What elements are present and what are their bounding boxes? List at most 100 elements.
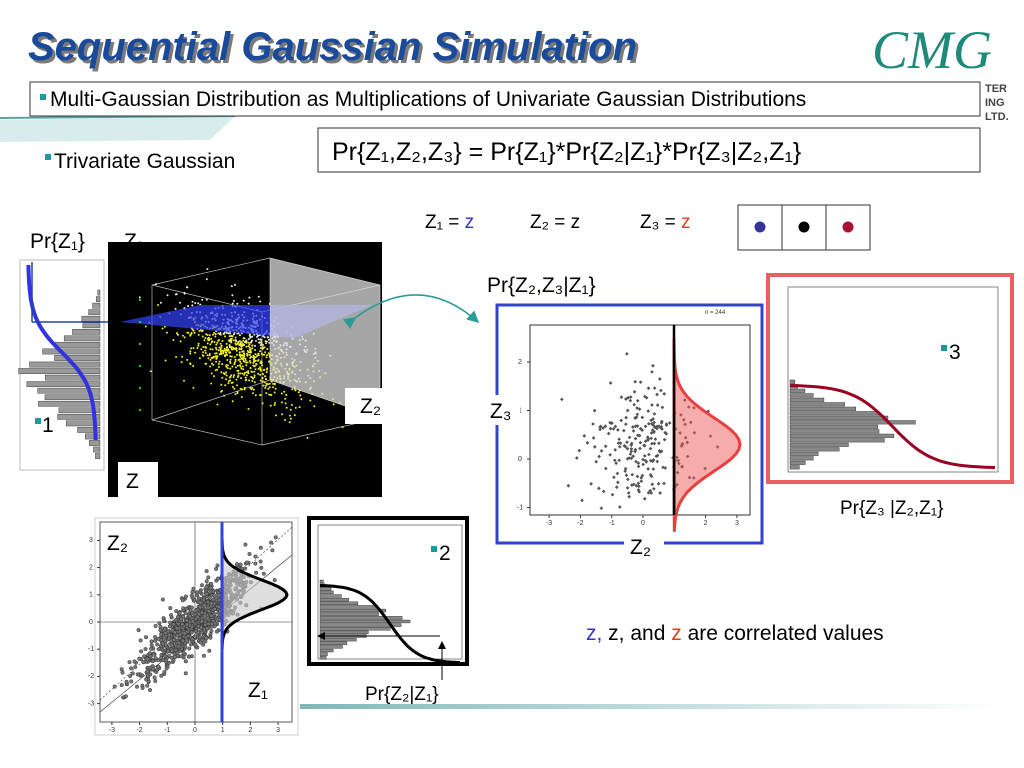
scatter-point xyxy=(163,654,168,659)
cube-point xyxy=(250,355,253,358)
scatter-point xyxy=(650,428,655,432)
cube-point xyxy=(201,354,204,357)
cube-point xyxy=(332,403,335,406)
cube-point xyxy=(239,355,242,358)
cube-point xyxy=(306,436,309,439)
cube-point xyxy=(257,338,260,341)
scatter-point xyxy=(638,446,642,451)
hist-bar xyxy=(789,411,880,416)
cube-point xyxy=(243,373,246,376)
label-bg xyxy=(345,388,385,424)
conditional-density xyxy=(220,538,289,650)
cube-point xyxy=(204,337,207,339)
scatter-point xyxy=(652,412,657,416)
cube-point xyxy=(253,356,255,359)
scatter-point xyxy=(577,448,582,453)
cube-point xyxy=(219,342,222,345)
cube-point xyxy=(272,386,275,389)
scatter-point xyxy=(119,667,124,672)
hist-bar xyxy=(97,289,101,296)
scatter-point xyxy=(120,670,125,675)
cube-point xyxy=(267,352,270,355)
scatter-point xyxy=(655,459,660,464)
scatter-point xyxy=(189,630,194,635)
scatter-point xyxy=(167,624,172,629)
hist-bar xyxy=(319,630,369,635)
cube-point xyxy=(252,377,254,380)
scatter-point xyxy=(633,436,638,441)
cube-point xyxy=(280,401,283,404)
scatter-point xyxy=(599,449,604,453)
scatter-point xyxy=(204,579,209,584)
hist-bar xyxy=(789,460,806,465)
hist-bar xyxy=(789,456,814,461)
cube-point xyxy=(239,344,242,347)
scatter-point xyxy=(153,679,158,684)
cube-point xyxy=(290,404,293,406)
scatter-point xyxy=(207,595,212,600)
hist-bar xyxy=(93,446,101,453)
hist-bar xyxy=(789,465,800,470)
cube-point xyxy=(298,406,301,409)
cube-point xyxy=(230,355,233,358)
scatter-point xyxy=(270,548,275,553)
cube-point xyxy=(201,330,203,333)
cube-point xyxy=(263,346,266,349)
scatter-point xyxy=(650,403,654,407)
cube-point xyxy=(238,358,241,361)
cube-point xyxy=(245,341,248,344)
cube-point xyxy=(252,388,255,391)
cube-point xyxy=(239,364,241,367)
scatter-point xyxy=(630,472,635,477)
scatter-point xyxy=(658,491,662,495)
y-tick-label: 0 xyxy=(89,619,93,626)
cube-point xyxy=(262,384,265,387)
cube-point xyxy=(257,372,260,375)
scatter-point xyxy=(623,444,628,449)
cube-point xyxy=(273,382,276,385)
scatter-point xyxy=(654,454,659,459)
scatter-point xyxy=(616,480,620,485)
scatter-point xyxy=(168,620,173,625)
hist-bar xyxy=(95,453,101,459)
cube-point xyxy=(240,367,243,370)
cube-point xyxy=(254,353,257,356)
scatter-point xyxy=(646,467,650,471)
scatter-point xyxy=(566,483,571,488)
cube-point xyxy=(257,367,260,370)
cube-point xyxy=(191,300,194,303)
scatter-point xyxy=(160,641,165,646)
cube-tick-mark xyxy=(138,298,142,302)
scatter-point xyxy=(187,646,192,651)
scatter-point xyxy=(659,449,664,454)
scatter-point xyxy=(664,422,669,426)
cube-point xyxy=(175,332,178,335)
x-tick-label: 2 xyxy=(248,727,252,734)
scatter-point xyxy=(181,606,186,611)
scatter-point xyxy=(616,441,621,445)
cube-point xyxy=(226,364,229,367)
cube-point xyxy=(165,331,168,334)
hist-bar xyxy=(37,387,101,394)
cube-point xyxy=(241,365,244,368)
scatter-point xyxy=(162,670,167,675)
scatter-point xyxy=(591,422,595,426)
cube-point xyxy=(251,339,253,342)
cube-point xyxy=(242,358,245,361)
hist-bar xyxy=(789,397,825,402)
hist-bar xyxy=(44,394,101,401)
scatter-point xyxy=(189,625,194,630)
scatter-point xyxy=(189,605,194,610)
hist-bar xyxy=(789,429,880,434)
cube-point xyxy=(252,364,255,367)
cube-point xyxy=(220,371,223,374)
scatter-point xyxy=(646,386,651,391)
cube-point xyxy=(144,325,147,328)
cube-point xyxy=(251,344,254,347)
cube-point xyxy=(163,325,166,328)
scatter-point xyxy=(177,636,182,641)
hist-bar xyxy=(89,440,101,446)
cube-point xyxy=(230,285,233,288)
scatter-point xyxy=(196,596,201,601)
y-tick-label: 2 xyxy=(518,359,522,366)
